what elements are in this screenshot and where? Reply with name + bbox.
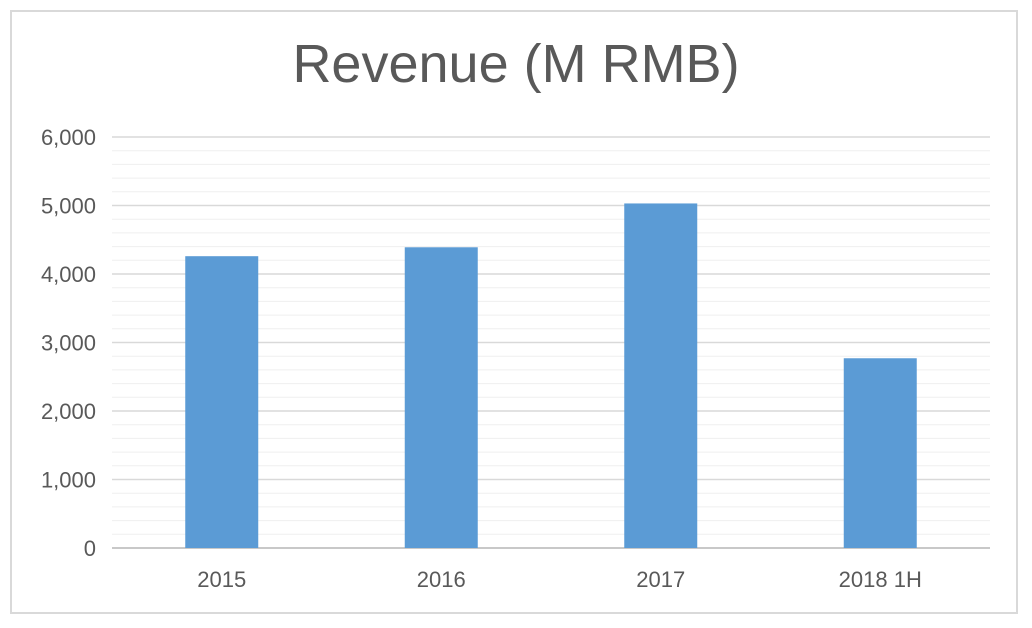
y-axis-ticks: 0 1,000 2,000 3,000 4,000 5,000 6,000	[41, 125, 96, 561]
x-tick-label: 2018 1H	[839, 567, 922, 592]
x-tick-label: 2017	[636, 567, 685, 592]
gridlines	[112, 136, 990, 549]
bar-2015	[185, 256, 259, 548]
bar-2018-1h	[843, 358, 917, 548]
y-tick-label: 3,000	[41, 331, 96, 356]
bar-2017	[624, 203, 698, 548]
bar-2016	[404, 247, 478, 548]
y-tick-label: 1,000	[41, 468, 96, 493]
x-axis-ticks: 2015 2016 2017 2018 1H	[197, 567, 922, 592]
chart-title: Revenue (M RMB)	[292, 34, 740, 94]
x-tick-label: 2015	[197, 567, 246, 592]
y-tick-label: 4,000	[41, 262, 96, 287]
x-tick-label: 2016	[417, 567, 466, 592]
bars	[185, 203, 917, 548]
y-tick-label: 0	[84, 536, 96, 561]
y-tick-label: 2,000	[41, 399, 96, 424]
y-tick-label: 6,000	[41, 125, 96, 150]
y-tick-label: 5,000	[41, 194, 96, 219]
